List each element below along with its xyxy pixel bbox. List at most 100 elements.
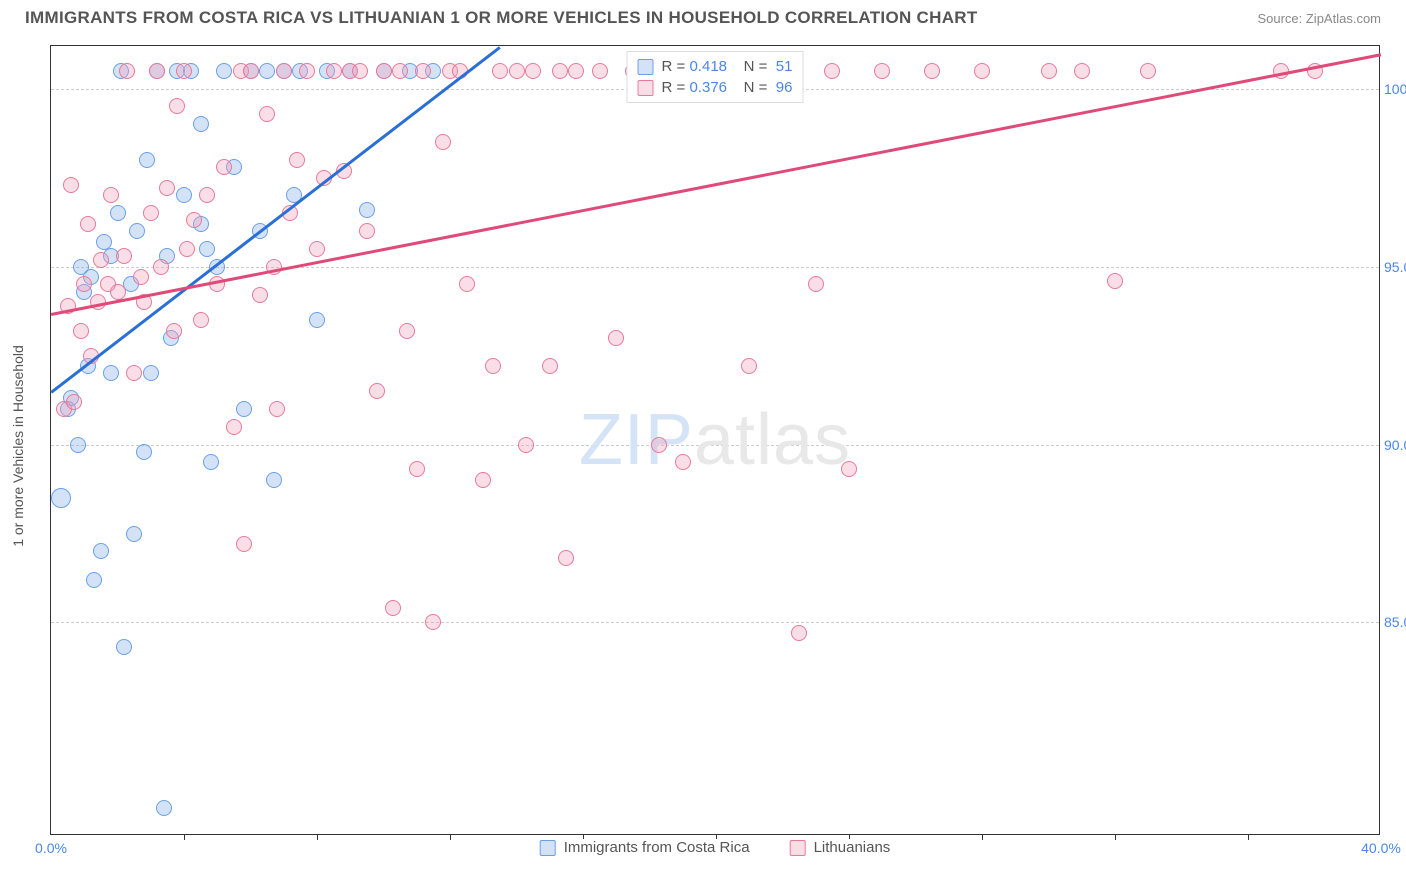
- data-point: [924, 63, 940, 79]
- data-point: [509, 63, 525, 79]
- source-label: Source: ZipAtlas.com: [1257, 11, 1381, 26]
- data-point: [116, 639, 132, 655]
- data-point: [415, 63, 431, 79]
- data-point: [608, 330, 624, 346]
- watermark: ZIPatlas: [579, 399, 851, 481]
- data-point: [435, 134, 451, 150]
- legend-item-lithuanians: Lithuanians: [790, 839, 891, 856]
- scatter-chart: ZIPatlas R = 0.418 N = 51 R = 0.376 N = …: [50, 45, 1380, 835]
- xtick-label: 0.0%: [35, 840, 67, 856]
- data-point: [139, 152, 155, 168]
- legend-swatch-icon: [790, 840, 806, 856]
- data-point: [276, 63, 292, 79]
- legend-row-lithuanians: R = 0.376 N = 96: [638, 77, 793, 98]
- data-point: [186, 212, 202, 228]
- data-point: [110, 284, 126, 300]
- data-point: [299, 63, 315, 79]
- data-point: [70, 437, 86, 453]
- gridline: [51, 622, 1379, 623]
- data-point: [193, 312, 209, 328]
- data-point: [252, 287, 268, 303]
- data-point: [492, 63, 508, 79]
- data-point: [369, 383, 385, 399]
- data-point: [525, 63, 541, 79]
- data-point: [459, 276, 475, 292]
- data-point: [259, 63, 275, 79]
- xtick-mark: [317, 834, 318, 840]
- data-point: [149, 63, 165, 79]
- legend-swatch-costa-rica: [638, 59, 654, 75]
- data-point: [119, 63, 135, 79]
- data-point: [166, 323, 182, 339]
- data-point: [385, 600, 401, 616]
- data-point: [103, 187, 119, 203]
- data-point: [63, 177, 79, 193]
- data-point: [791, 625, 807, 641]
- data-point: [824, 63, 840, 79]
- data-point: [376, 63, 392, 79]
- data-point: [1107, 273, 1123, 289]
- data-point: [169, 98, 185, 114]
- data-point: [216, 63, 232, 79]
- data-point: [193, 116, 209, 132]
- data-point: [651, 437, 667, 453]
- series-legend: Immigrants from Costa Rica Lithuanians: [532, 839, 899, 856]
- data-point: [199, 241, 215, 257]
- data-point: [266, 472, 282, 488]
- data-point: [359, 223, 375, 239]
- data-point: [73, 323, 89, 339]
- ytick-label: 90.0%: [1384, 437, 1406, 453]
- data-point: [176, 187, 192, 203]
- data-point: [475, 472, 491, 488]
- data-point: [126, 526, 142, 542]
- xtick-mark: [1115, 834, 1116, 840]
- ytick-label: 95.0%: [1384, 259, 1406, 275]
- data-point: [518, 437, 534, 453]
- xtick-mark: [982, 834, 983, 840]
- ytick-label: 100.0%: [1384, 81, 1406, 97]
- data-point: [126, 365, 142, 381]
- data-point: [409, 461, 425, 477]
- data-point: [153, 259, 169, 275]
- data-point: [326, 63, 342, 79]
- data-point: [974, 63, 990, 79]
- legend-item-costa-rica: Immigrants from Costa Rica: [540, 839, 750, 856]
- data-point: [110, 205, 126, 221]
- data-point: [558, 550, 574, 566]
- data-point: [66, 394, 82, 410]
- data-point: [359, 202, 375, 218]
- y-axis-label: 1 or more Vehicles in Household: [10, 345, 26, 547]
- data-point: [236, 401, 252, 417]
- data-point: [226, 419, 242, 435]
- data-point: [143, 365, 159, 381]
- data-point: [80, 216, 96, 232]
- data-point: [1140, 63, 1156, 79]
- data-point: [243, 63, 259, 79]
- data-point: [1041, 63, 1057, 79]
- data-point: [86, 572, 102, 588]
- data-point: [425, 614, 441, 630]
- data-point: [289, 152, 305, 168]
- data-point: [309, 312, 325, 328]
- data-point: [874, 63, 890, 79]
- data-point: [159, 180, 175, 196]
- data-point: [269, 401, 285, 417]
- data-point: [216, 159, 232, 175]
- data-point: [143, 205, 159, 221]
- data-point: [552, 63, 568, 79]
- gridline: [51, 267, 1379, 268]
- data-point: [51, 488, 71, 508]
- data-point: [176, 63, 192, 79]
- legend-row-costa-rica: R = 0.418 N = 51: [638, 56, 793, 77]
- data-point: [116, 248, 132, 264]
- data-point: [741, 358, 757, 374]
- legend-swatch-icon: [540, 840, 556, 856]
- xtick-mark: [1248, 834, 1249, 840]
- data-point: [133, 269, 149, 285]
- data-point: [103, 365, 119, 381]
- data-point: [93, 252, 109, 268]
- gridline: [51, 445, 1379, 446]
- data-point: [156, 800, 172, 816]
- data-point: [592, 63, 608, 79]
- data-point: [93, 543, 109, 559]
